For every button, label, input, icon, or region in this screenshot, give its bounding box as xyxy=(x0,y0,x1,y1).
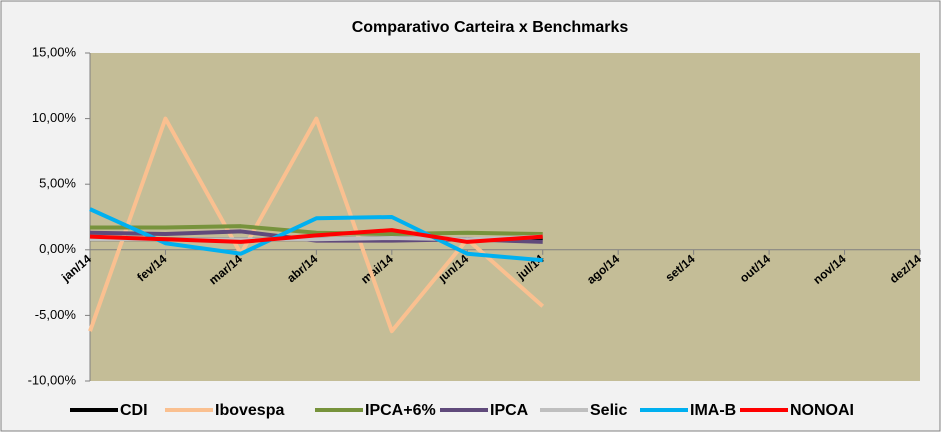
legend-label: IPCA+6% xyxy=(365,402,436,419)
chart-title: Comparativo Carteira x Benchmarks xyxy=(352,19,629,36)
legend-label: IPCA xyxy=(490,402,529,419)
y-tick-label: 0,00% xyxy=(39,241,76,256)
series-line xyxy=(90,224,543,237)
legend-label: Ibovespa xyxy=(215,402,284,419)
plot-area xyxy=(90,53,920,381)
y-tick-label: 15,00% xyxy=(32,44,77,59)
y-tick-label: -5,00% xyxy=(35,307,77,322)
legend: CDI Ibovespa IPCA+6% IPCA Selic IMA-B NONOAI xyxy=(70,402,854,419)
y-tick-label: 10,00% xyxy=(32,110,77,125)
series-line xyxy=(89,228,543,244)
series-line xyxy=(89,207,543,263)
legend-label: CDI xyxy=(120,402,148,419)
legend-label: IMA-B xyxy=(690,402,736,419)
y-tick-label: -10,00% xyxy=(28,372,77,387)
legend-label: NONOAI xyxy=(790,402,854,419)
y-tick-label: 5,00% xyxy=(39,176,76,191)
legend-label: Selic xyxy=(590,402,627,419)
